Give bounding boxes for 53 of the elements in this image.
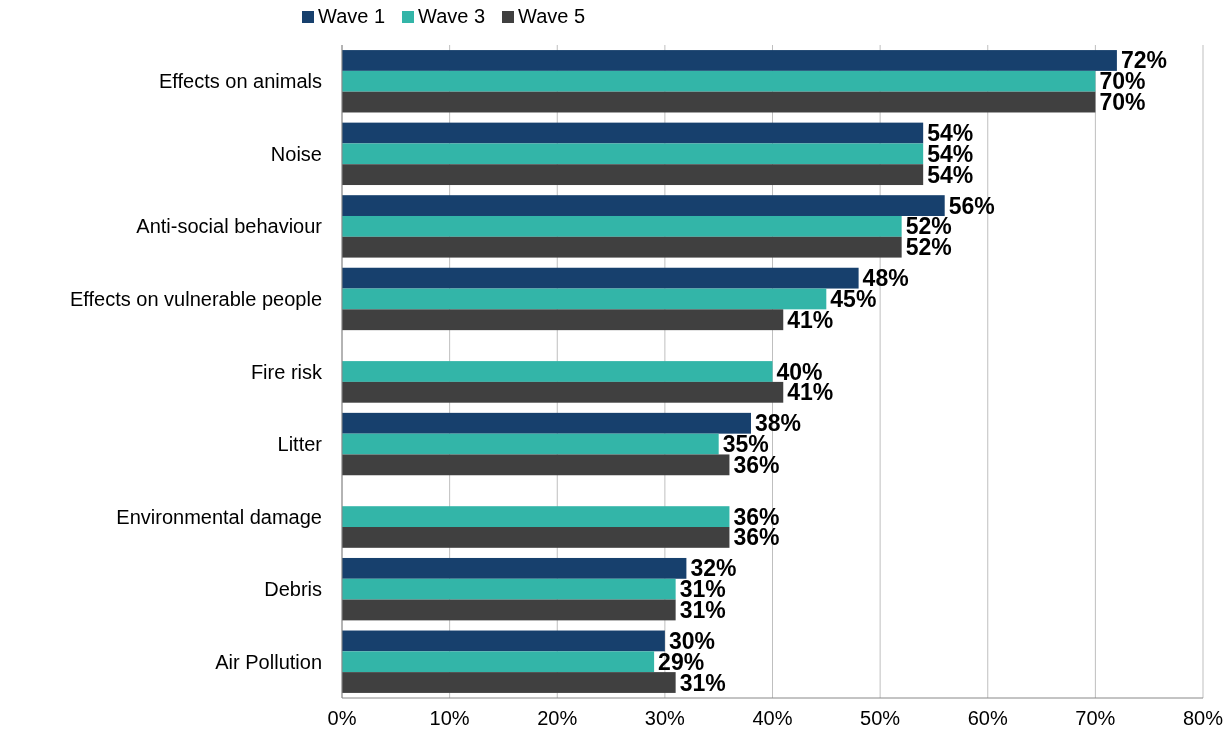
bar [342,164,924,186]
data-label: 36% [733,451,780,478]
bar [342,70,1096,92]
data-label: 70% [1099,89,1146,116]
bar [342,50,1117,71]
bar [342,412,751,434]
y-tick-label: Effects on animals [158,70,322,93]
legend-label: Wave 1 [318,5,386,27]
x-tick-label: 60% [967,707,1008,729]
bar [342,267,859,289]
bar [342,361,773,382]
bar [342,195,945,216]
x-tick-label: 10% [429,707,470,729]
bar [342,215,902,237]
data-label: 52% [905,234,952,261]
legend-label: Wave 3 [418,5,486,27]
legend-label: Wave 5 [518,5,586,27]
bar [342,143,924,165]
data-label: 31% [679,596,726,623]
bar [342,506,730,528]
bar [342,454,730,476]
bar [342,578,676,600]
bar [342,381,784,403]
y-tick-label: Debris [264,578,322,601]
y-tick-label: Noise [270,142,322,165]
bar [342,309,784,331]
y-tick-label: Air Pollution [215,650,322,673]
bar [342,651,655,673]
bar [342,672,676,693]
y-tick-label: Environmental damage [116,505,322,528]
x-tick-label: 50% [860,707,901,729]
data-label: 41% [787,379,834,406]
x-tick-label: 80% [1182,707,1224,729]
bar [342,288,827,310]
y-tick-label: Effects on vulnerable people [69,287,322,310]
bar [342,630,665,652]
bar [342,599,676,621]
bar [342,557,687,579]
bar [342,433,719,455]
bar [342,122,924,144]
y-tick-label: Fire risk [250,360,323,383]
x-tick-label: 30% [644,707,686,729]
x-tick-label: 40% [752,707,793,729]
data-label: 56% [948,192,995,219]
y-tick-label: Litter [277,433,323,456]
bar [342,527,730,548]
x-tick-label: 20% [537,707,578,729]
bar [342,91,1096,113]
x-tick-label: 0% [327,707,357,729]
y-tick-label: Anti-social behaviour [136,215,323,238]
data-label: 36% [733,524,780,551]
bar [342,236,902,258]
x-tick-label: 70% [1075,707,1116,729]
